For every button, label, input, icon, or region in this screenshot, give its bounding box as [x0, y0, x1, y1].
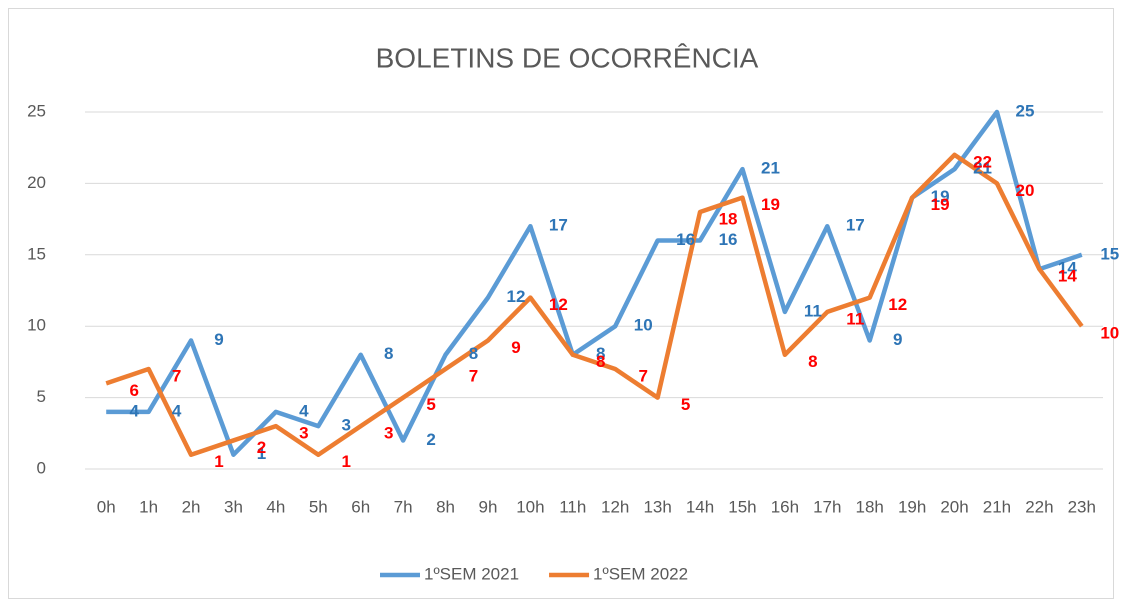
x-tick-label: 1h [139, 497, 158, 516]
data-label: 11 [804, 301, 822, 320]
x-tick-label: 6h [351, 497, 370, 516]
x-tick-label: 10h [516, 497, 544, 516]
y-tick-label: 5 [37, 387, 46, 406]
data-label: 14 [1058, 259, 1077, 278]
data-label: 3 [384, 424, 393, 443]
x-tick-label: 21h [983, 497, 1011, 516]
x-tick-label: 2h [182, 497, 201, 516]
data-label: 3 [299, 424, 308, 443]
data-label: 7 [638, 367, 647, 386]
x-tick-label: 14h [686, 497, 714, 516]
data-label: 9 [893, 330, 902, 349]
data-label: 4 [172, 401, 182, 420]
data-label: 3 [342, 416, 351, 435]
x-tick-label: 8h [436, 497, 455, 516]
data-label: 19 [761, 195, 780, 214]
x-tick-label: 11h [559, 497, 586, 516]
data-label: 19 [931, 187, 950, 206]
data-label: 7 [172, 367, 181, 386]
data-label: 8 [384, 344, 393, 363]
y-tick-label: 15 [27, 244, 46, 263]
x-tick-label: 16h [771, 497, 799, 516]
data-label: 6 [129, 381, 138, 400]
data-label: 21 [761, 159, 780, 178]
data-label: 9 [214, 330, 223, 349]
data-label: 16 [676, 230, 695, 249]
x-tick-label: 7h [394, 497, 413, 516]
data-label: 17 [846, 216, 865, 235]
x-tick-label: 20h [940, 497, 968, 516]
data-label: 1 [342, 452, 351, 471]
data-label: 12 [888, 295, 907, 314]
data-label: 20 [1015, 181, 1034, 200]
data-label: 12 [549, 295, 568, 314]
data-label: 15 [1100, 244, 1119, 263]
data-label: 4 [299, 401, 309, 420]
data-label: 1 [257, 444, 266, 463]
data-label: 8 [469, 344, 478, 363]
data-label: 8 [808, 352, 817, 371]
data-label: 14 [1058, 267, 1077, 286]
x-tick-label: 17h [813, 497, 841, 516]
x-tick-label: 3h [224, 497, 243, 516]
data-label: 10 [634, 316, 653, 335]
data-label: 2 [257, 438, 266, 457]
data-label: 10 [1100, 324, 1119, 343]
data-label: 16 [719, 230, 738, 249]
data-label: 2 [426, 430, 435, 449]
x-tick-label: 22h [1025, 497, 1053, 516]
line-series [105, 152, 1084, 457]
x-tick-label: 23h [1068, 497, 1096, 516]
chart-frame [8, 8, 1114, 599]
data-label: 4 [129, 401, 139, 420]
y-tick-label: 25 [27, 101, 46, 120]
data-label: 21 [973, 159, 992, 178]
data-label: 22 [973, 152, 992, 171]
x-tick-label: 0h [97, 497, 116, 516]
x-tick-label: 13h [643, 497, 671, 516]
chart-title: BOLETINS DE OCORRÊNCIA [376, 42, 759, 73]
y-tick-label: 0 [37, 458, 46, 477]
y-tick-label: 10 [27, 316, 46, 335]
legend-label: 1ºSEM 2021 [424, 564, 519, 583]
legend-label: 1ºSEM 2022 [593, 564, 688, 583]
data-label: 11 [846, 309, 864, 328]
y-tick-label: 20 [27, 173, 46, 192]
x-tick-label: 15h [728, 497, 756, 516]
data-label: 12 [506, 287, 525, 306]
x-tick-label: 19h [898, 497, 926, 516]
x-tick-label: 18h [856, 497, 884, 516]
data-label: 17 [549, 216, 568, 235]
data-label: 8 [596, 352, 605, 371]
data-label: 5 [426, 395, 435, 414]
x-tick-label: 5h [309, 497, 328, 516]
data-label: 18 [719, 209, 738, 228]
data-label: 19 [931, 195, 950, 214]
data-label: 7 [469, 367, 478, 386]
data-label: 5 [681, 395, 690, 414]
data-label: 9 [511, 338, 520, 357]
x-tick-label: 12h [601, 497, 629, 516]
x-tick-label: 4h [266, 497, 285, 516]
data-label: 1 [214, 452, 223, 471]
data-label: 8 [596, 344, 605, 363]
x-tick-label: 9h [478, 497, 497, 516]
data-label: 25 [1015, 101, 1034, 120]
